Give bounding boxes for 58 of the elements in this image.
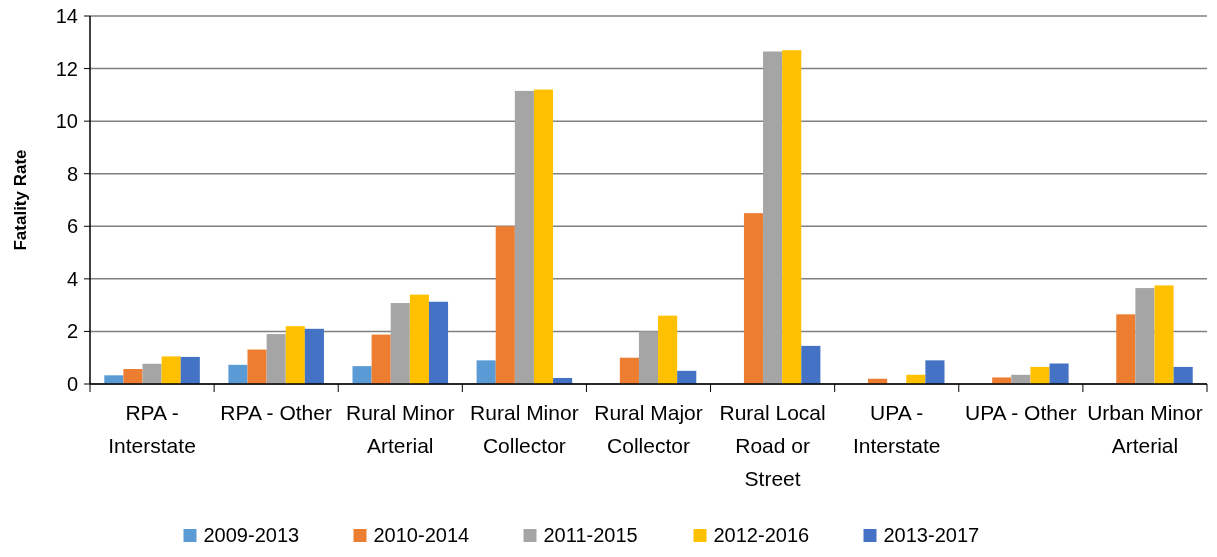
bar bbox=[1154, 285, 1174, 384]
x-tick-label: UPA - Interstate bbox=[852, 401, 941, 457]
x-tick-label: UPA - Other bbox=[965, 401, 1077, 424]
bar bbox=[533, 89, 554, 384]
legend-label: 2012-2016 bbox=[713, 524, 810, 546]
bar bbox=[1116, 314, 1136, 384]
legend-label: 2010-2014 bbox=[373, 524, 470, 546]
bar bbox=[743, 213, 764, 384]
bar bbox=[782, 50, 802, 384]
bar bbox=[677, 370, 697, 384]
bar bbox=[801, 345, 821, 384]
y-tick-label: 12 bbox=[55, 57, 78, 80]
y-tick-label: 6 bbox=[66, 215, 78, 238]
legend-label: 2009-2013 bbox=[203, 524, 300, 546]
y-tick-label: 10 bbox=[55, 110, 78, 133]
bar bbox=[285, 326, 305, 384]
bar bbox=[104, 375, 124, 384]
bar bbox=[352, 366, 372, 384]
bar bbox=[266, 334, 286, 384]
x-tick-label: Rural Local Road or Street bbox=[719, 401, 826, 490]
bar bbox=[228, 364, 248, 384]
bar bbox=[247, 349, 267, 384]
x-tick-label: RPA - Interstate bbox=[108, 401, 196, 457]
x-tick-label: Rural Minor Arterial bbox=[346, 401, 455, 457]
bar bbox=[304, 328, 324, 384]
bar bbox=[409, 294, 429, 384]
bar bbox=[992, 377, 1012, 384]
bar bbox=[514, 90, 534, 384]
legend-label: 2011-2015 bbox=[543, 524, 638, 546]
bar bbox=[1030, 366, 1050, 384]
bar bbox=[658, 315, 678, 384]
bar bbox=[1173, 366, 1193, 384]
bar bbox=[763, 51, 783, 384]
bar bbox=[180, 356, 200, 384]
bar bbox=[476, 360, 496, 384]
bar bbox=[638, 331, 659, 384]
bar bbox=[371, 334, 391, 384]
y-tick-label: 14 bbox=[55, 5, 78, 27]
bar bbox=[123, 369, 143, 384]
y-axis-title: Fatality Rate bbox=[11, 149, 30, 251]
bar bbox=[428, 301, 449, 384]
y-tick-label: 4 bbox=[66, 267, 78, 290]
bar bbox=[390, 303, 410, 384]
bar bbox=[142, 363, 162, 384]
bar bbox=[925, 360, 945, 384]
x-tick-label: Rural Major Collector bbox=[594, 401, 703, 457]
y-tick-label: 2 bbox=[66, 320, 78, 343]
x-tick-label: RPA - Other bbox=[220, 401, 332, 424]
y-tick-label: 0 bbox=[66, 373, 78, 395]
y-tick-label: 8 bbox=[66, 162, 78, 185]
x-tick-label: Rural Minor Collector bbox=[470, 401, 579, 457]
bar bbox=[1135, 288, 1155, 384]
legend-label: 2013-2017 bbox=[883, 524, 980, 546]
bar bbox=[619, 357, 639, 384]
bar bbox=[161, 356, 181, 384]
bar bbox=[1049, 363, 1069, 384]
bar bbox=[495, 226, 515, 384]
x-tick-label: Urban Minor Arterial bbox=[1087, 401, 1203, 457]
